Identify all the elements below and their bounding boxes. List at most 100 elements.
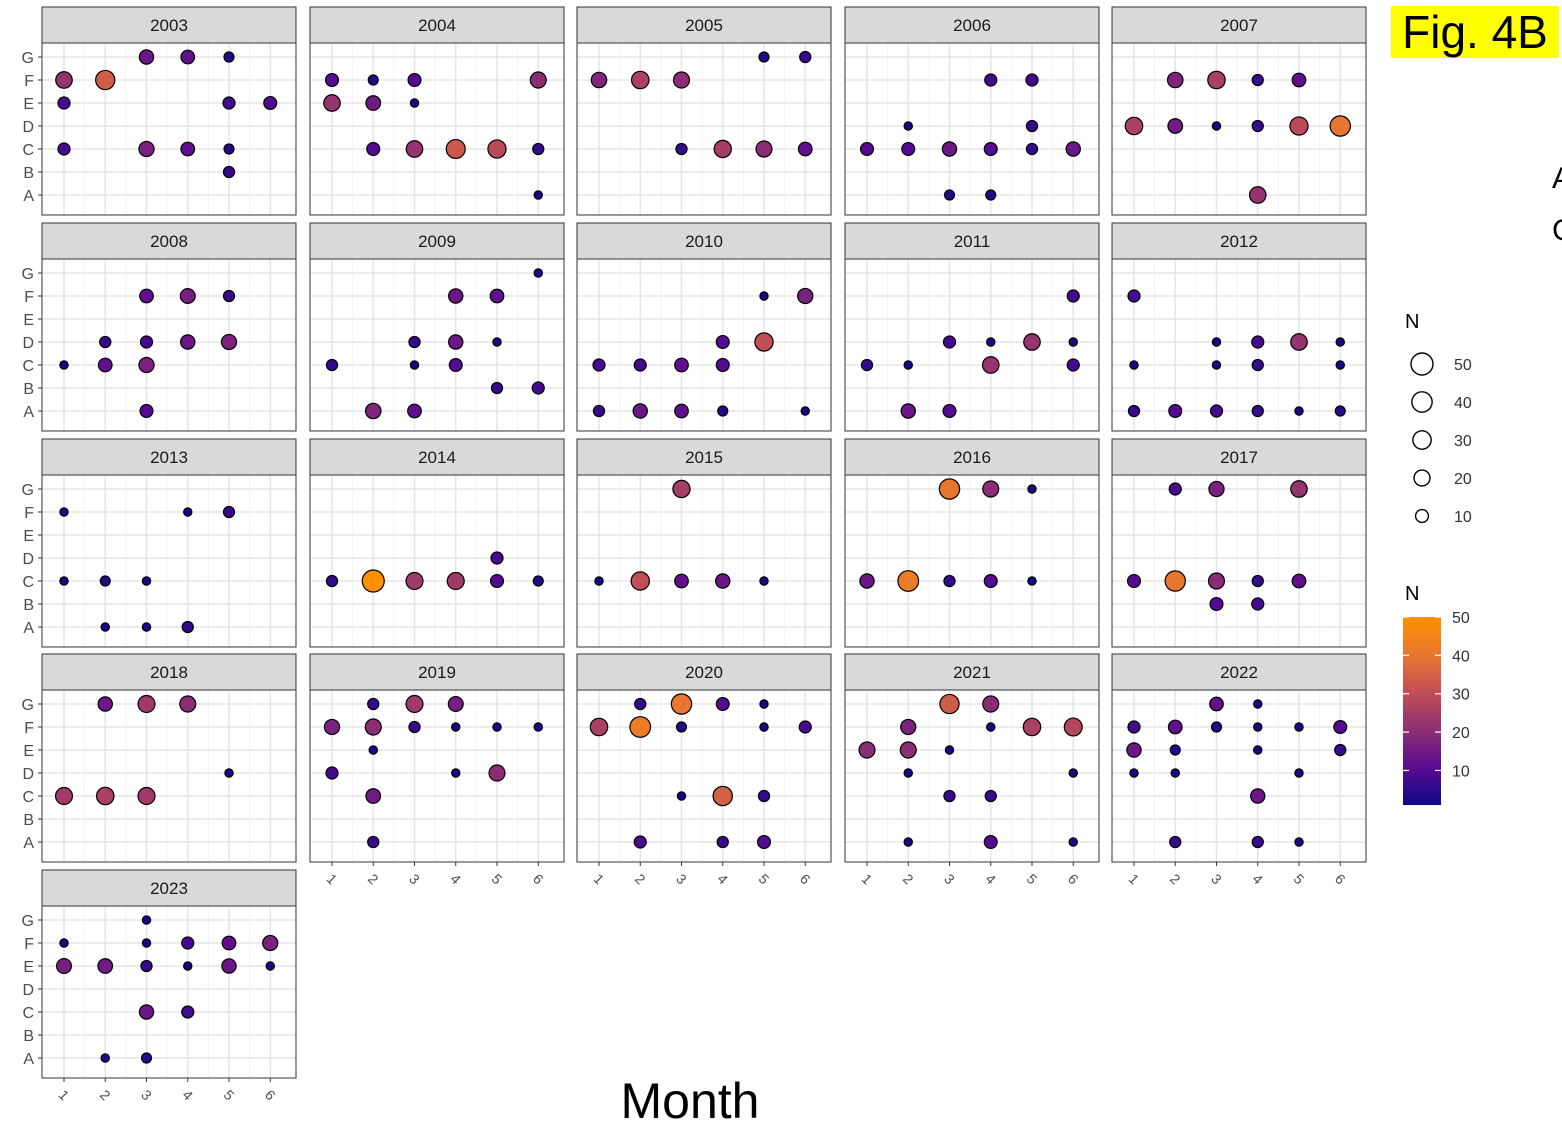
facet-strip-label: 2014 <box>418 448 456 467</box>
data-point <box>1334 405 1346 417</box>
facet-strip <box>1111 222 1367 260</box>
facet-strip-label: 2017 <box>1220 448 1258 467</box>
panel-2017: 2017 <box>1111 438 1367 648</box>
y-tick-label: F <box>24 505 34 522</box>
data-point <box>138 1004 155 1020</box>
data-point <box>141 622 152 632</box>
data-point <box>451 768 461 778</box>
color-bar <box>1403 617 1441 805</box>
y-tick-label: E <box>23 528 34 545</box>
data-point <box>183 961 193 971</box>
x-tick-label: 4 <box>714 871 731 888</box>
data-point <box>325 358 339 372</box>
data-point <box>181 1005 195 1019</box>
x-tick-label: 2 <box>1167 871 1184 888</box>
data-point <box>1253 722 1263 732</box>
data-point <box>324 72 340 88</box>
data-point <box>532 142 545 156</box>
panel-border <box>844 258 1100 432</box>
facet-strip-label: 2003 <box>150 16 188 35</box>
data-point <box>409 360 420 370</box>
data-point <box>1251 119 1264 133</box>
data-point <box>715 573 731 589</box>
data-point <box>1127 720 1141 734</box>
data-point <box>1250 788 1266 804</box>
data-point <box>799 50 812 64</box>
data-point <box>674 357 689 373</box>
data-point <box>137 694 156 714</box>
y-tick-label: A <box>23 620 34 637</box>
panel-background <box>42 690 296 862</box>
data-point <box>95 69 116 91</box>
facet-strip <box>309 6 565 44</box>
data-point <box>490 381 504 395</box>
x-tick-label: 2 <box>632 871 649 888</box>
data-point <box>629 716 652 738</box>
data-point <box>138 140 155 158</box>
data-point <box>59 938 69 948</box>
data-point <box>981 356 1000 374</box>
facet-strip <box>41 222 297 260</box>
data-point <box>944 745 955 755</box>
data-point <box>368 745 378 755</box>
data-point <box>1170 768 1180 778</box>
facet-strip <box>1111 6 1367 44</box>
data-point <box>982 695 1000 713</box>
panel-background <box>310 259 564 431</box>
panel-2010: 2010 <box>576 222 832 432</box>
data-point <box>489 288 505 304</box>
y-tick-label: F <box>24 720 34 737</box>
data-point <box>674 403 689 419</box>
data-point <box>634 697 647 711</box>
data-point <box>1329 115 1351 137</box>
data-point <box>984 73 998 87</box>
data-point <box>1210 721 1223 733</box>
facet-strip-label: 2021 <box>953 663 991 682</box>
panel-border <box>576 42 832 216</box>
cut-off-text-2: C <box>1552 214 1562 248</box>
facet-strip-label: 2005 <box>685 16 723 35</box>
data-point <box>364 402 382 420</box>
panel-border <box>41 42 297 216</box>
data-point <box>858 741 876 759</box>
size-legend-label: 40 <box>1454 395 1472 412</box>
data-point <box>672 479 691 499</box>
data-point <box>717 405 729 417</box>
data-point <box>1290 333 1308 351</box>
data-point <box>262 934 279 952</box>
data-point <box>1294 768 1304 778</box>
panel-2012: 2012 <box>1111 222 1367 432</box>
facet-strip-label: 2023 <box>150 879 188 898</box>
data-point <box>589 717 609 737</box>
panel-2016: 2016 <box>844 438 1100 648</box>
facet-strip <box>1111 438 1367 476</box>
data-point <box>57 96 71 110</box>
facet-strip <box>576 438 832 476</box>
x-tick-label: 6 <box>1065 871 1082 888</box>
data-point <box>903 121 913 131</box>
data-point <box>137 786 156 806</box>
y-tick-label: D <box>22 551 34 568</box>
data-point <box>1251 358 1264 372</box>
color-legend-ticks: 50 40 30 20 10 <box>1403 610 1470 780</box>
data-point <box>676 791 687 801</box>
panel-background <box>577 43 831 215</box>
panel-background <box>1112 475 1366 647</box>
x-tick-label: 5 <box>756 871 773 888</box>
y-tick-label: E <box>23 312 34 329</box>
data-point <box>939 693 960 715</box>
data-point <box>1251 574 1264 588</box>
data-point <box>1211 121 1222 131</box>
data-point <box>900 403 916 419</box>
panel-border <box>1111 42 1367 216</box>
y-tick-label: F <box>24 936 34 953</box>
data-point <box>715 334 730 350</box>
data-point <box>759 722 769 732</box>
data-point <box>943 189 956 201</box>
data-point <box>1251 73 1264 87</box>
data-point <box>1211 360 1222 370</box>
data-point <box>942 403 957 419</box>
